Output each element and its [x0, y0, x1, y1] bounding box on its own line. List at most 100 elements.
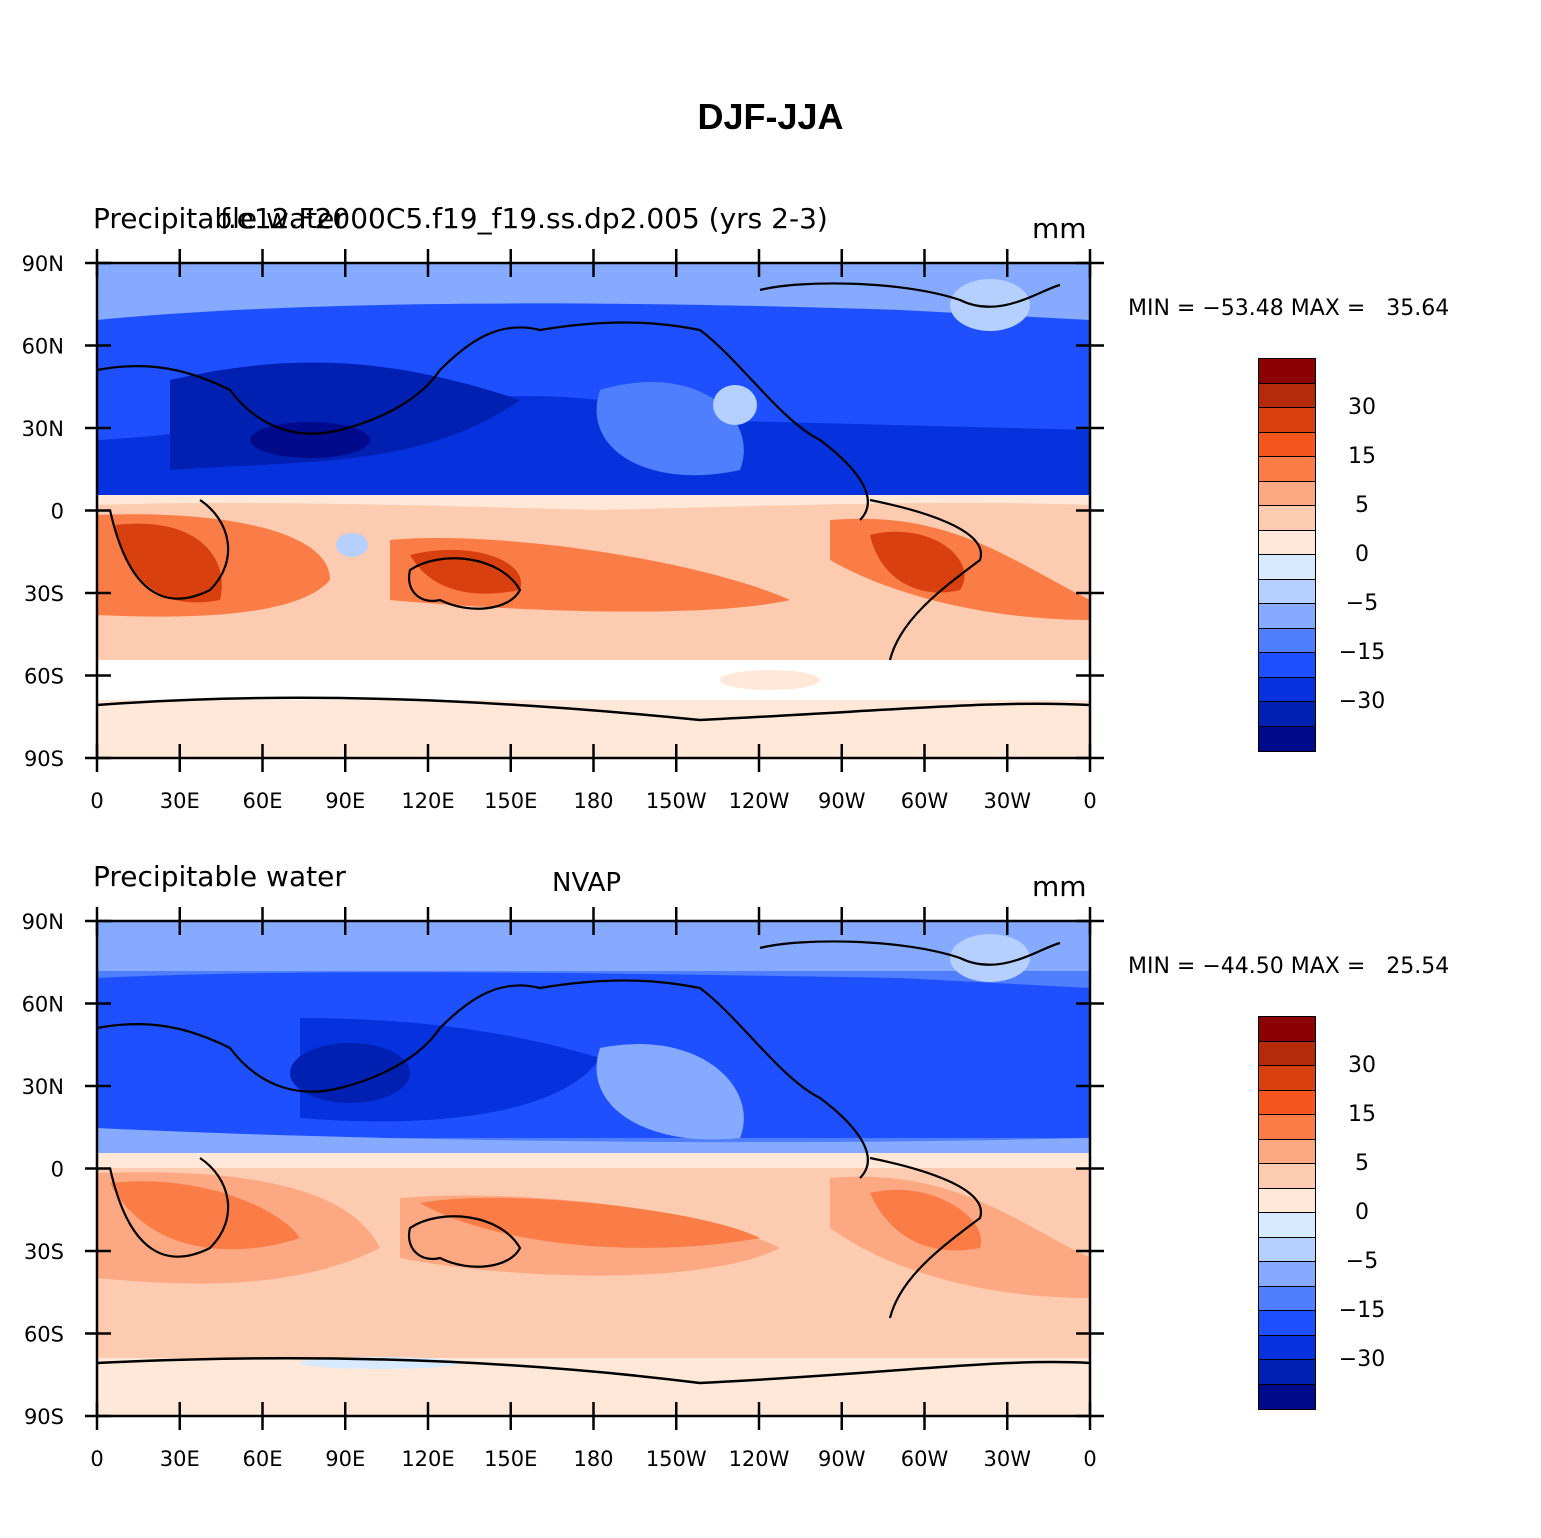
colorbar-box: [1259, 1115, 1315, 1140]
colorbar-tick-label: −30: [1338, 1347, 1386, 1372]
colorbar-tick-label: −5: [1345, 591, 1379, 616]
lon-tick-label: 0: [1083, 789, 1096, 813]
left-title: Precipitable water: [93, 202, 346, 235]
lon-tick-label: 30W: [984, 789, 1032, 813]
lon-tick-label: 90E: [325, 1447, 365, 1471]
colorbar-box: [1259, 1384, 1315, 1409]
lat-tick-label: 30S: [24, 582, 64, 606]
lon-tick-label: 90W: [818, 1447, 866, 1471]
colorbar-box: [1259, 1360, 1315, 1385]
lat-tick-label: 60S: [24, 1323, 64, 1347]
colorbar-box: [1259, 677, 1315, 702]
lon-tick-label: 180: [573, 1447, 613, 1471]
lon-tick-label: 90W: [818, 789, 866, 813]
colorbar-box: [1259, 1017, 1315, 1042]
units-label: mm: [1032, 212, 1087, 245]
colorbar-box: [1259, 432, 1315, 457]
colorbar-box: [1259, 604, 1315, 629]
lat-tick-label: 60N: [22, 335, 64, 359]
colorbar-box: [1259, 1311, 1315, 1336]
units-label: mm: [1032, 870, 1087, 903]
lat-tick-label: 90S: [24, 1405, 64, 1429]
lon-tick-label: 0: [1083, 1447, 1096, 1471]
lon-tick-label: 150E: [484, 789, 537, 813]
center-title: NVAP: [552, 868, 622, 898]
colorbar-box: [1259, 457, 1315, 482]
lon-tick-label: 150W: [646, 789, 707, 813]
colorbar-box: [1259, 1090, 1315, 1115]
lat-tick-label: 90S: [24, 747, 64, 771]
colorbar-box: [1259, 555, 1315, 580]
map-axes: 90N 60N 30N 0 30S 60S 90S 0 30E 60E 90E 120E 150E 180…: [22, 249, 1104, 813]
colorbar-box: [1259, 653, 1315, 678]
colorbar-tick-label: 5: [1355, 493, 1369, 518]
precipitable-water-field: [97, 921, 1090, 1416]
figure-title: DJF-JJA: [697, 96, 844, 137]
lon-tick-label: 120W: [729, 1447, 790, 1471]
map-axes: 90N 60N 30N 0 30S 60S 90S 0 30E 60E 90E 120E 150E 180…: [22, 907, 1104, 1471]
lon-tick-label: 30E: [160, 789, 200, 813]
colorbar-box: [1259, 1188, 1315, 1213]
colorbar-box: [1259, 383, 1315, 408]
colorbar-box: [1259, 506, 1315, 531]
colorbar-tick-label: 15: [1348, 444, 1376, 469]
lon-tick-label: 60E: [243, 1447, 283, 1471]
lon-tick-label: 60W: [901, 789, 949, 813]
colorbar-box: [1259, 359, 1315, 384]
lon-tick-label: 60W: [901, 1447, 949, 1471]
colorbar: [1258, 1016, 1316, 1410]
lon-tick-label: 150W: [646, 1447, 707, 1471]
colorbar-box: [1259, 1164, 1315, 1189]
coastline-outlines: [97, 282, 1061, 661]
colorbar-tick-label: 30: [1348, 1053, 1376, 1078]
lon-tick-label: 180: [573, 789, 613, 813]
center-title: f.e12.F2000C5.f19_f19.ss.dp2.005 (yrs 2-…: [220, 202, 828, 235]
precipitable-water-field: [97, 263, 1090, 758]
colorbar-box: [1259, 628, 1315, 653]
lon-tick-label: 0: [90, 789, 103, 813]
map-plot: 90N 60N 30N 0 30S 60S 90S 0 30E 60E 90E 120E 150E 180…: [22, 249, 1104, 813]
lon-tick-label: 0: [90, 1447, 103, 1471]
map-panel-model: 90N 60N 30N 0 30S 60S 90S 0 30E 60E 90E 120E 150E 180…: [0, 0, 1541, 813]
lat-tick-label: 60S: [24, 665, 64, 689]
lon-tick-label: 120W: [729, 789, 790, 813]
colorbar-box: [1259, 702, 1315, 727]
lat-tick-label: 60N: [22, 993, 64, 1017]
lat-tick-label: 30S: [24, 1240, 64, 1264]
colorbar-box: [1259, 726, 1315, 751]
colorbar: [1258, 358, 1316, 752]
colorbar-box: [1259, 481, 1315, 506]
lon-tick-label: 150E: [484, 1447, 537, 1471]
colorbar-box: [1259, 579, 1315, 604]
colorbar-box: [1259, 1286, 1315, 1311]
lat-tick-label: 90N: [22, 252, 64, 276]
lon-tick-label: 120E: [401, 789, 454, 813]
map-plot: 90N 60N 30N 0 30S 60S 90S 0 30E 60E 90E 120E 150E 180…: [22, 907, 1104, 1471]
min-max-readout: MIN = −53.48 MAX = 35.64: [1128, 296, 1450, 321]
colorbar-tick-label: −5: [1345, 1249, 1379, 1274]
colorbar-tick-label: 30: [1348, 395, 1376, 420]
lon-tick-label: 30W: [984, 1447, 1032, 1471]
lat-tick-label: 90N: [22, 910, 64, 934]
colorbar-tick-label: −30: [1338, 689, 1386, 714]
colorbar-tick-label: 0: [1355, 1200, 1369, 1225]
colorbar-box: [1259, 530, 1315, 555]
colorbar-box: [1259, 1066, 1315, 1091]
colorbar-tick-label: 0: [1355, 542, 1369, 567]
lat-tick-label: 30N: [22, 1075, 64, 1099]
lon-tick-label: 90E: [325, 789, 365, 813]
lon-tick-label: 30E: [160, 1447, 200, 1471]
lat-tick-label: 30N: [22, 417, 64, 441]
coastline-outlines: [97, 940, 1061, 1319]
colorbar-box: [1259, 1041, 1315, 1066]
colorbar-box: [1259, 1262, 1315, 1287]
colorbar-box: [1259, 1237, 1315, 1262]
min-max-readout: MIN = −44.50 MAX = 25.54: [1128, 954, 1450, 979]
colorbar-tick-label: −15: [1338, 1298, 1386, 1323]
map-panel-observation: 90N 60N 30N 0 30S 60S 90S 0 30E 60E 90E 120E 150E 180…: [0, 658, 1541, 1471]
colorbar-tick-label: 5: [1355, 1151, 1369, 1176]
lon-tick-label: 60E: [243, 789, 283, 813]
colorbar-box: [1259, 1139, 1315, 1164]
colorbar-tick-label: 15: [1348, 1102, 1376, 1127]
colorbar-box: [1259, 1213, 1315, 1238]
